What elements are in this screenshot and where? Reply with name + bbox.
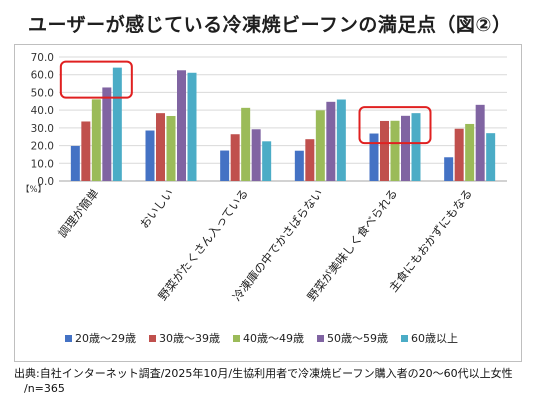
bar xyxy=(70,145,80,181)
bar xyxy=(326,101,336,181)
bar xyxy=(230,134,240,181)
y-tick-label: 40.0 xyxy=(31,105,54,117)
legend-label: 20歳～29歳 xyxy=(75,332,136,345)
x-tick-label: 主食にもおかずにもなる xyxy=(386,186,475,294)
bar xyxy=(112,67,122,181)
legend-label: 60歳以上 xyxy=(411,332,458,345)
bar xyxy=(454,128,464,181)
y-tick-label: 70.0 xyxy=(31,52,54,64)
bar xyxy=(380,120,389,181)
y-unit-label: 【%】 xyxy=(21,185,46,195)
bar xyxy=(91,99,101,181)
bar xyxy=(145,130,155,181)
y-tick-label: 50.0 xyxy=(31,87,54,99)
highlight-box xyxy=(358,106,432,145)
bar xyxy=(401,115,410,181)
bar xyxy=(81,121,91,181)
source-line-2: /n=365 xyxy=(24,382,65,395)
bar xyxy=(390,120,400,181)
page-title: ユーザーが感じている冷凍焼ビーフンの満足点（図②） xyxy=(28,14,512,36)
bar xyxy=(156,113,165,181)
bar xyxy=(465,123,475,181)
bar xyxy=(294,150,304,181)
bar xyxy=(187,72,197,181)
highlight-box xyxy=(59,60,133,99)
legend-label: 40歳～49歳 xyxy=(243,332,304,345)
bar xyxy=(241,107,251,181)
bar xyxy=(262,141,272,181)
bar-chart: 0.0 10.0 20.0 30.0 40.0 50.0 60.0 70.0 【%】 調理が簡単お… xyxy=(21,52,507,345)
legend-label: 50歳～59歳 xyxy=(327,332,388,345)
bar xyxy=(486,133,496,181)
legend-swatch xyxy=(149,335,156,342)
bar xyxy=(166,115,176,181)
source-line-1: 出典:自社インターネット調査/2025年10月/生協利用者で冷凍焼ビーフン購入者… xyxy=(14,367,513,380)
bar xyxy=(444,157,454,181)
source-note: 出典:自社インターネット調査/2025年10月/生協利用者で冷凍焼ビーフン購入者… xyxy=(14,366,529,396)
bar xyxy=(369,133,379,181)
bar xyxy=(220,150,230,181)
bar xyxy=(315,110,325,181)
y-tick-label: 10.0 xyxy=(31,158,54,170)
bar xyxy=(475,104,485,181)
bar xyxy=(102,87,112,181)
y-tick-label: 30.0 xyxy=(31,123,54,135)
bar xyxy=(411,113,421,181)
legend-swatch xyxy=(233,335,240,342)
legend-swatch xyxy=(401,335,408,342)
x-tick-label: おいしい xyxy=(137,186,176,231)
legend-swatch xyxy=(65,335,72,342)
legend-label: 30歳～39歳 xyxy=(159,332,220,345)
bar xyxy=(305,139,315,181)
y-tick-label: 0.0 xyxy=(37,176,54,188)
y-tick-label: 60.0 xyxy=(31,70,54,82)
y-tick-label: 20.0 xyxy=(31,141,54,153)
chart-frame: 0.0 10.0 20.0 30.0 40.0 50.0 60.0 70.0 【%】 調理が簡単お… xyxy=(14,44,522,362)
legend-swatch xyxy=(317,335,324,342)
x-tick-label: 調理が簡単 xyxy=(55,186,101,240)
bar xyxy=(177,70,186,181)
bar xyxy=(251,129,261,181)
bar xyxy=(336,99,346,181)
